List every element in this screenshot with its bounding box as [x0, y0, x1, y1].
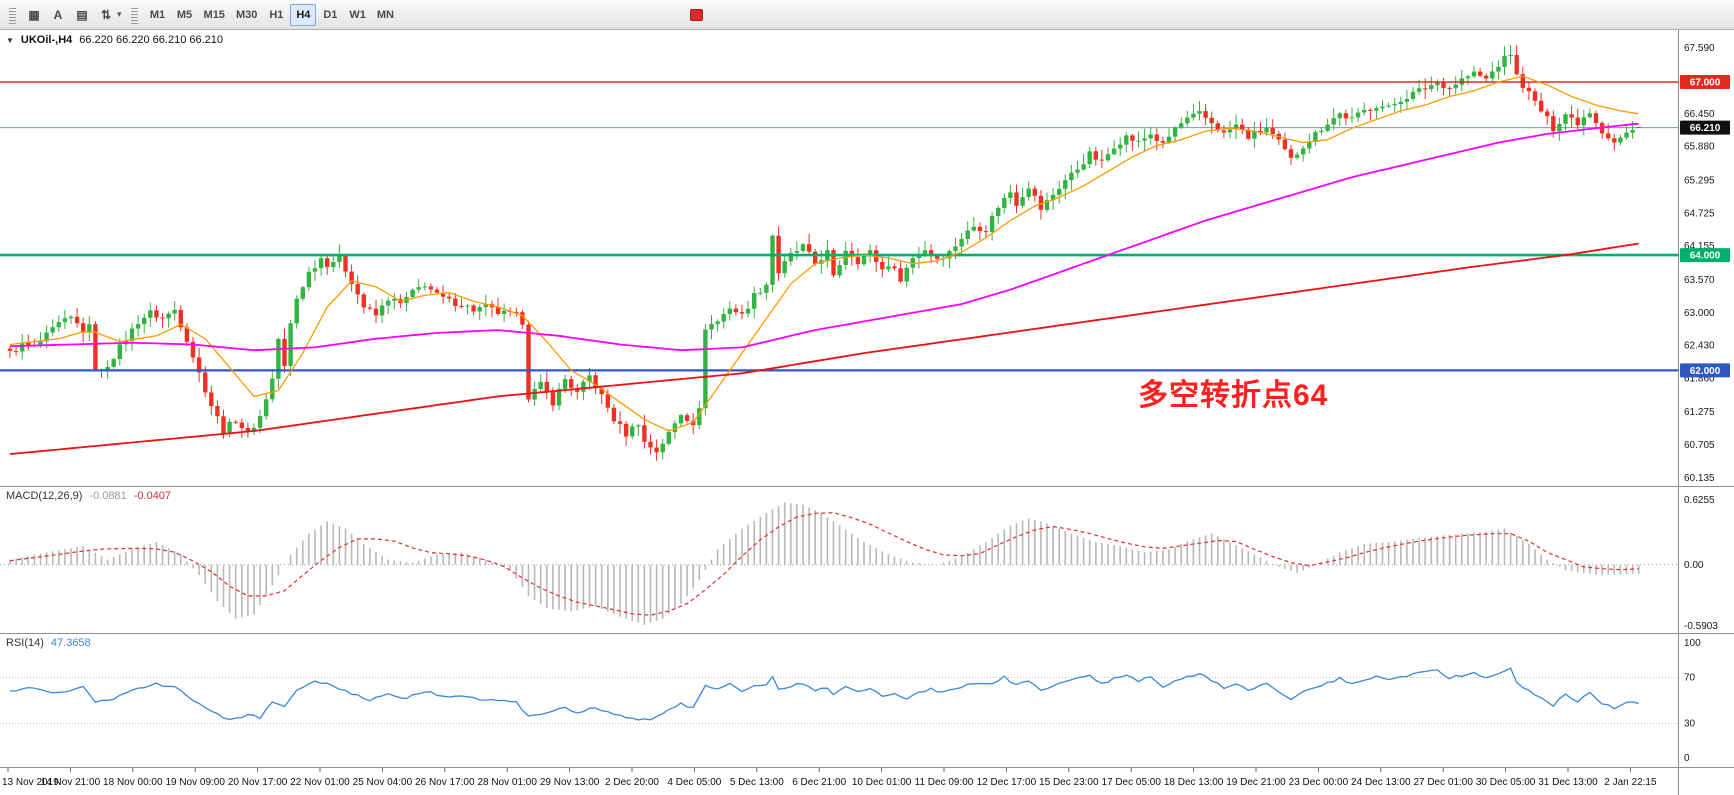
timeframe-button-h1[interactable]: H1	[269, 8, 284, 21]
time-axis-label: 23 Dec 00:00	[1289, 777, 1349, 788]
rsi-label: RSI(14) 47.3658	[6, 637, 91, 649]
svg-text:60.705: 60.705	[1684, 440, 1715, 451]
svg-text:60.135: 60.135	[1684, 473, 1715, 484]
macd-indicator-panel[interactable]: 0.6255 0.00 -0.5903 MACD(12,26,9) -0.0881 …	[0, 486, 1734, 633]
time-axis-label: 29 Nov 13:00	[540, 777, 600, 788]
macd-main-value: -0.0881	[89, 490, 127, 502]
rsi-line	[9, 667, 1639, 721]
time-axis-label: 18 Dec 13:00	[1164, 777, 1224, 788]
macd-axis-label: 0.00	[1684, 560, 1704, 571]
toolbar-drag-handle[interactable]	[9, 5, 16, 24]
candlestick-series	[7, 45, 1641, 461]
time-axis-label: 5 Dec 13:00	[730, 777, 784, 788]
timeframe-button-m1[interactable]: M1	[149, 8, 166, 21]
time-axis-label: 13 Nov 2019	[2, 777, 59, 788]
time-axis-label: 14 Nov 21:00	[41, 777, 101, 788]
timeframe-button-m5[interactable]: M5	[176, 8, 193, 21]
macd-label: MACD(12,26,9) -0.0881 -0.0407	[6, 490, 171, 502]
time-axis-label: 4 Dec 05:00	[667, 777, 721, 788]
svg-text:62.000: 62.000	[1690, 366, 1721, 377]
svg-text:61.275: 61.275	[1684, 407, 1715, 418]
timeframe-toolbar: M1 M5 M15 M30 H1 H4 D1 W1 MN	[145, 3, 399, 26]
time-axis-label: 27 Dec 01:00	[1413, 777, 1473, 788]
rsi-indicator-panel[interactable]: 100 70 30 0 RSI(14) 47.3658	[0, 633, 1734, 767]
timeframe-button-h4[interactable]: H4	[290, 3, 317, 26]
timeframe-button-w1[interactable]: W1	[349, 8, 366, 21]
time-axis-panel[interactable]: 13 Nov 2019 14 Nov 21:00 18 Nov 00:00 19 No…	[0, 767, 1734, 795]
rsi-axis-label: 30	[1684, 719, 1696, 730]
chart-header: ▼ UKOil-,H4 66.220 66.220 66.210 66.210	[6, 34, 223, 46]
ma-medium-line	[9, 122, 1639, 352]
ma-slow-line	[9, 242, 1639, 455]
svg-text:67.000: 67.000	[1690, 78, 1721, 89]
rsi-value: 47.3658	[50, 637, 91, 649]
chart-grid-tool-button[interactable]: ▦	[28, 7, 40, 22]
time-axis-label: 25 Nov 04:00	[353, 777, 413, 788]
svg-text:63.570: 63.570	[1684, 275, 1715, 286]
macd-name: MACD(12,26,9)	[6, 490, 83, 502]
price-axis[interactable]: 67.590 67.000 66.450 65.880 65.295 64.725 64.1…	[1680, 43, 1730, 484]
time-axis-label: 26 Nov 17:00	[415, 777, 475, 788]
chart-ohlc-values: 66.220 66.220 66.210 66.210	[79, 34, 224, 46]
time-axis-label: 2 Jan 22:15	[1604, 777, 1657, 788]
time-axis-label: 17 Dec 05:00	[1101, 777, 1161, 788]
svg-text:63.000: 63.000	[1684, 308, 1715, 319]
time-axis-label: 15 Dec 23:00	[1039, 777, 1099, 788]
time-axis-label: 10 Dec 01:00	[852, 777, 912, 788]
svg-text:66.450: 66.450	[1684, 109, 1715, 120]
svg-text:64.725: 64.725	[1684, 208, 1715, 219]
macd-axis-label: -0.5903	[1684, 621, 1718, 632]
time-axis-label: 2 Dec 20:00	[605, 777, 659, 788]
ma-fast-line	[9, 75, 1639, 432]
macd-signal-line	[9, 512, 1639, 616]
rsi-axis-label: 0	[1684, 753, 1690, 764]
timeframe-toolbar-drag-handle[interactable]	[130, 5, 138, 24]
price-chart-canvas[interactable]: 67.590 67.000 66.450 65.880 65.295 64.725 64.1…	[0, 30, 1734, 486]
rsi-axis-label: 100	[1684, 638, 1701, 649]
svg-text:64.000: 64.000	[1690, 251, 1721, 262]
chart-symbol-period: UKOil-,H4	[20, 34, 73, 46]
time-axis-label: 6 Dec 21:00	[792, 777, 846, 788]
time-axis-label: 12 Dec 17:00	[977, 777, 1037, 788]
top-toolbar: ▦ A ▤ ⇅ ▾ M1 M5 M15 M30 H1 H4 D1 W1 MN	[0, 0, 1734, 30]
chevron-down-icon[interactable]: ▾	[117, 9, 122, 19]
svg-text:67.590: 67.590	[1684, 43, 1715, 54]
price-chart-panel[interactable]: 67.590 67.000 66.450 65.880 65.295 64.725 64.1…	[0, 30, 1734, 486]
svg-text:61.860: 61.860	[1684, 374, 1715, 385]
symbol-dropdown-icon[interactable]: ▼	[6, 35, 14, 45]
record-indicator-icon	[690, 9, 703, 21]
macd-signal-value: -0.0407	[133, 490, 172, 502]
rsi-canvas[interactable]: 100 70 30 0	[0, 634, 1734, 767]
macd-histogram	[9, 502, 1640, 625]
macd-canvas[interactable]: 0.6255 0.00 -0.5903	[0, 487, 1734, 633]
svg-text:65.295: 65.295	[1684, 175, 1715, 186]
rsi-axis-label: 70	[1684, 673, 1696, 684]
timeframe-button-mn[interactable]: MN	[376, 8, 394, 21]
time-axis-label: 19 Dec 21:00	[1226, 777, 1286, 788]
time-axis-label: 19 Nov 09:00	[165, 777, 225, 788]
svg-text:62.430: 62.430	[1684, 341, 1715, 352]
text-annotation-tool-button[interactable]: A	[53, 7, 63, 22]
time-axis-label: 20 Nov 17:00	[228, 777, 288, 788]
time-axis-label: 11 Dec 09:00	[915, 777, 974, 788]
rsi-name: RSI(14)	[6, 637, 44, 649]
scale-tool-button[interactable]: ⇅	[100, 7, 112, 22]
chart-annotation-text[interactable]: 多空转折点64	[1138, 379, 1329, 412]
svg-text:66.210: 66.210	[1690, 123, 1721, 134]
timeframe-button-d1[interactable]: D1	[323, 8, 338, 21]
time-axis-label: 28 Nov 01:00	[477, 777, 537, 788]
svg-text:64.155: 64.155	[1684, 241, 1715, 252]
svg-text:65.880: 65.880	[1684, 142, 1715, 153]
template-tool-button[interactable]: ▤	[76, 7, 88, 22]
time-axis-label: 24 Dec 13:00	[1351, 777, 1411, 788]
time-axis-label: 18 Nov 00:00	[103, 777, 163, 788]
timeframe-button-m15[interactable]: M15	[203, 8, 225, 21]
timeframe-button-m30[interactable]: M30	[235, 8, 258, 21]
time-axis-label: 22 Nov 01:00	[290, 777, 350, 788]
macd-axis-label: 0.6255	[1684, 495, 1715, 506]
time-axis-label: 30 Dec 05:00	[1476, 777, 1536, 788]
time-axis-label: 31 Dec 13:00	[1538, 777, 1598, 788]
